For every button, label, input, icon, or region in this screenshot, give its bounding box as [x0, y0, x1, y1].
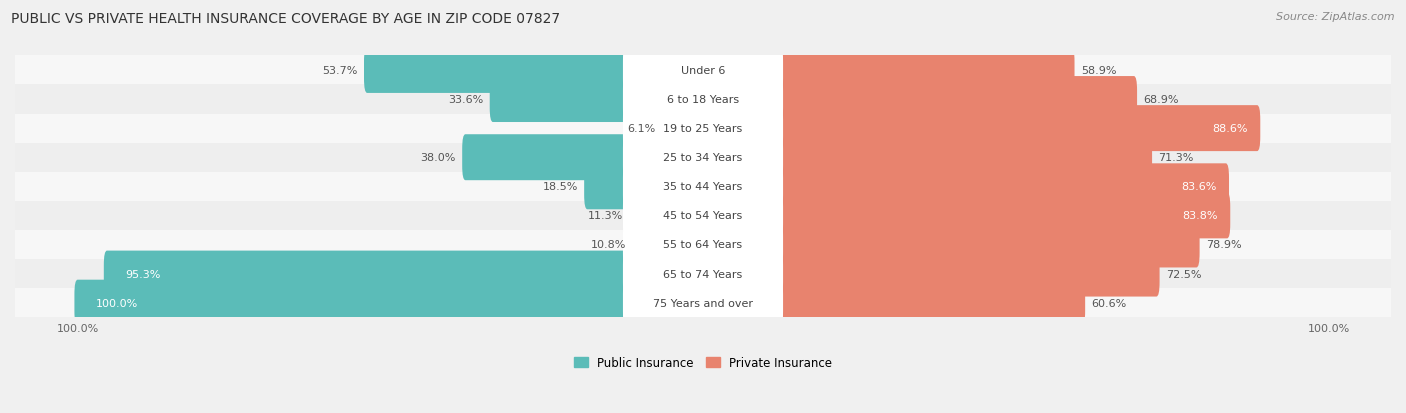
FancyBboxPatch shape: [700, 106, 1260, 152]
FancyBboxPatch shape: [633, 222, 706, 268]
Text: 65 to 74 Years: 65 to 74 Years: [664, 269, 742, 279]
FancyBboxPatch shape: [15, 230, 1391, 259]
Text: 55 to 64 Years: 55 to 64 Years: [664, 240, 742, 250]
FancyBboxPatch shape: [15, 288, 1391, 318]
FancyBboxPatch shape: [662, 106, 706, 152]
Text: 38.0%: 38.0%: [420, 153, 456, 163]
Text: 25 to 34 Years: 25 to 34 Years: [664, 153, 742, 163]
FancyBboxPatch shape: [15, 114, 1391, 143]
FancyBboxPatch shape: [700, 135, 1152, 181]
Text: 88.6%: 88.6%: [1212, 124, 1247, 134]
FancyBboxPatch shape: [700, 48, 1074, 94]
FancyBboxPatch shape: [700, 164, 1229, 210]
FancyBboxPatch shape: [623, 184, 783, 247]
FancyBboxPatch shape: [15, 259, 1391, 288]
Text: 78.9%: 78.9%: [1206, 240, 1241, 250]
FancyBboxPatch shape: [104, 251, 706, 297]
FancyBboxPatch shape: [623, 271, 783, 335]
Text: 68.9%: 68.9%: [1143, 95, 1178, 105]
Text: 72.5%: 72.5%: [1166, 269, 1201, 279]
Text: 45 to 54 Years: 45 to 54 Years: [664, 211, 742, 221]
FancyBboxPatch shape: [623, 126, 783, 190]
FancyBboxPatch shape: [623, 155, 783, 218]
FancyBboxPatch shape: [700, 251, 1160, 297]
Text: 35 to 44 Years: 35 to 44 Years: [664, 182, 742, 192]
FancyBboxPatch shape: [700, 77, 1137, 123]
Text: 75 Years and over: 75 Years and over: [652, 298, 754, 308]
Text: 83.6%: 83.6%: [1181, 182, 1216, 192]
Text: 58.9%: 58.9%: [1081, 66, 1116, 76]
FancyBboxPatch shape: [489, 77, 706, 123]
Text: 10.8%: 10.8%: [591, 240, 626, 250]
FancyBboxPatch shape: [623, 213, 783, 277]
FancyBboxPatch shape: [623, 39, 783, 102]
Text: 11.3%: 11.3%: [588, 211, 623, 221]
Text: 18.5%: 18.5%: [543, 182, 578, 192]
Text: 6 to 18 Years: 6 to 18 Years: [666, 95, 740, 105]
FancyBboxPatch shape: [700, 280, 1085, 326]
FancyBboxPatch shape: [15, 202, 1391, 230]
Text: 71.3%: 71.3%: [1159, 153, 1194, 163]
FancyBboxPatch shape: [623, 242, 783, 306]
Text: 100.0%: 100.0%: [96, 298, 139, 308]
FancyBboxPatch shape: [15, 56, 1391, 85]
Text: PUBLIC VS PRIVATE HEALTH INSURANCE COVERAGE BY AGE IN ZIP CODE 07827: PUBLIC VS PRIVATE HEALTH INSURANCE COVER…: [11, 12, 561, 26]
Text: 53.7%: 53.7%: [322, 66, 357, 76]
FancyBboxPatch shape: [15, 85, 1391, 114]
FancyBboxPatch shape: [623, 97, 783, 160]
Text: 95.3%: 95.3%: [125, 269, 162, 279]
FancyBboxPatch shape: [623, 68, 783, 131]
FancyBboxPatch shape: [364, 48, 706, 94]
FancyBboxPatch shape: [15, 143, 1391, 172]
FancyBboxPatch shape: [75, 280, 706, 326]
FancyBboxPatch shape: [463, 135, 706, 181]
Legend: Public Insurance, Private Insurance: Public Insurance, Private Insurance: [574, 356, 832, 369]
FancyBboxPatch shape: [700, 193, 1230, 239]
FancyBboxPatch shape: [630, 193, 706, 239]
Text: 6.1%: 6.1%: [627, 124, 655, 134]
FancyBboxPatch shape: [583, 164, 706, 210]
Text: Under 6: Under 6: [681, 66, 725, 76]
Text: 33.6%: 33.6%: [449, 95, 484, 105]
Text: 19 to 25 Years: 19 to 25 Years: [664, 124, 742, 134]
Text: Source: ZipAtlas.com: Source: ZipAtlas.com: [1277, 12, 1395, 22]
FancyBboxPatch shape: [700, 222, 1199, 268]
Text: 60.6%: 60.6%: [1091, 298, 1126, 308]
FancyBboxPatch shape: [15, 172, 1391, 202]
Text: 83.8%: 83.8%: [1182, 211, 1218, 221]
